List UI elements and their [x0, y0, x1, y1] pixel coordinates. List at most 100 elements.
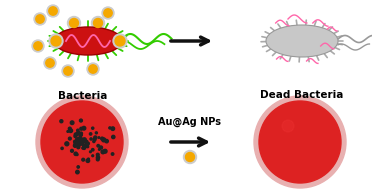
Circle shape — [90, 138, 92, 140]
Circle shape — [113, 34, 127, 48]
Ellipse shape — [54, 27, 122, 55]
Circle shape — [96, 156, 100, 159]
Circle shape — [87, 142, 89, 145]
Circle shape — [115, 36, 125, 46]
Circle shape — [92, 16, 105, 29]
Circle shape — [74, 140, 76, 143]
Circle shape — [80, 142, 83, 145]
Ellipse shape — [266, 25, 338, 57]
Circle shape — [101, 137, 104, 140]
Circle shape — [78, 137, 82, 141]
Circle shape — [82, 140, 84, 142]
Circle shape — [82, 158, 84, 161]
Circle shape — [79, 143, 81, 145]
Circle shape — [81, 139, 83, 142]
Circle shape — [105, 139, 108, 143]
Circle shape — [87, 63, 99, 75]
Circle shape — [77, 146, 79, 149]
Circle shape — [36, 15, 44, 23]
Circle shape — [73, 144, 77, 147]
Circle shape — [68, 137, 71, 140]
Circle shape — [77, 146, 80, 149]
Circle shape — [83, 145, 86, 148]
Circle shape — [74, 152, 77, 156]
Circle shape — [85, 143, 89, 147]
Circle shape — [93, 138, 96, 141]
Circle shape — [89, 65, 97, 73]
Circle shape — [86, 159, 90, 163]
Circle shape — [89, 133, 92, 135]
Circle shape — [67, 131, 69, 132]
Circle shape — [80, 119, 82, 122]
Circle shape — [80, 132, 83, 135]
Circle shape — [93, 19, 103, 28]
Circle shape — [83, 146, 86, 149]
Circle shape — [82, 147, 84, 149]
Circle shape — [95, 132, 97, 134]
Circle shape — [77, 131, 80, 134]
Circle shape — [62, 65, 74, 77]
Circle shape — [74, 142, 77, 143]
Circle shape — [82, 141, 84, 143]
Circle shape — [78, 141, 80, 143]
Circle shape — [74, 135, 76, 138]
Circle shape — [111, 127, 115, 130]
Text: Dead Bacteria: Dead Bacteria — [260, 90, 344, 100]
Circle shape — [99, 146, 103, 149]
Circle shape — [79, 139, 81, 142]
Circle shape — [77, 141, 81, 144]
Circle shape — [90, 151, 91, 153]
Text: Au@Ag NPs: Au@Ag NPs — [158, 117, 221, 127]
Circle shape — [93, 140, 95, 143]
Circle shape — [82, 126, 86, 130]
Circle shape — [71, 149, 73, 152]
Circle shape — [69, 129, 73, 132]
Circle shape — [92, 155, 94, 157]
Circle shape — [32, 40, 44, 52]
Circle shape — [94, 136, 97, 139]
Circle shape — [92, 127, 94, 129]
Circle shape — [99, 149, 100, 150]
Circle shape — [81, 140, 83, 142]
Circle shape — [111, 153, 114, 155]
Circle shape — [80, 127, 83, 130]
Circle shape — [80, 138, 82, 141]
Circle shape — [80, 141, 83, 144]
Circle shape — [80, 138, 82, 139]
Circle shape — [112, 135, 115, 139]
Circle shape — [85, 144, 88, 147]
Circle shape — [76, 154, 78, 156]
Circle shape — [85, 140, 88, 143]
Circle shape — [34, 13, 46, 25]
Circle shape — [61, 147, 63, 149]
Circle shape — [81, 139, 84, 143]
Circle shape — [80, 142, 82, 144]
Circle shape — [79, 141, 83, 145]
Circle shape — [92, 149, 94, 151]
Circle shape — [70, 19, 78, 28]
Circle shape — [81, 143, 83, 145]
Circle shape — [49, 34, 63, 48]
Circle shape — [102, 7, 114, 19]
Circle shape — [76, 138, 79, 141]
Circle shape — [87, 158, 89, 160]
Circle shape — [44, 57, 56, 69]
Circle shape — [70, 121, 74, 125]
Circle shape — [83, 144, 86, 147]
Circle shape — [65, 142, 69, 146]
Circle shape — [47, 5, 59, 17]
Circle shape — [67, 16, 80, 29]
Circle shape — [83, 138, 86, 142]
Circle shape — [103, 149, 107, 153]
Circle shape — [41, 101, 123, 183]
Circle shape — [49, 7, 57, 15]
Circle shape — [104, 9, 112, 17]
Circle shape — [97, 145, 99, 147]
Circle shape — [77, 142, 81, 146]
Circle shape — [87, 146, 89, 148]
Circle shape — [282, 120, 294, 132]
Circle shape — [98, 137, 100, 138]
Circle shape — [186, 153, 195, 161]
Circle shape — [74, 133, 78, 136]
Circle shape — [36, 96, 128, 188]
